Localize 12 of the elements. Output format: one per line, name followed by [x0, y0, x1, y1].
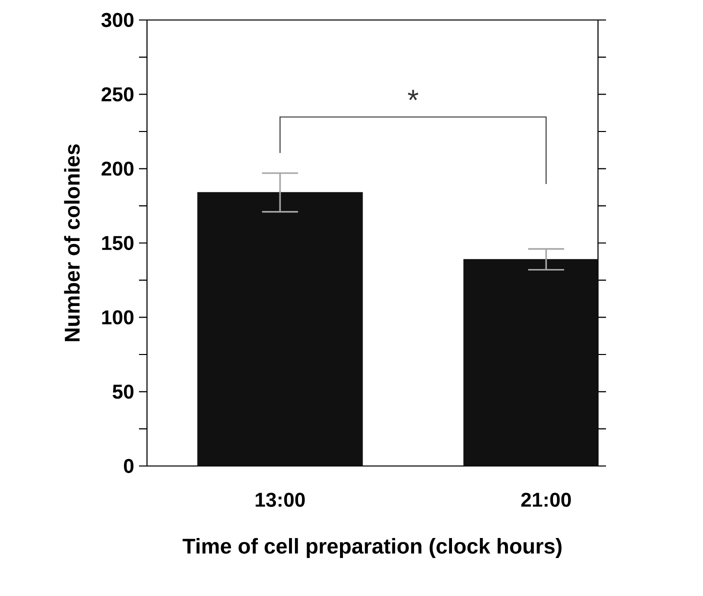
y-axis-title: Number of colonies: [64, 144, 80, 342]
y-tick-label: 50: [112, 384, 134, 399]
x-tick-label: 13:00: [256, 492, 305, 507]
y-tick-label: 200: [102, 162, 134, 176]
y-tick-label: 250: [102, 87, 134, 102]
annotation: *: [408, 90, 418, 100]
x-axis-title: Time of cell preparation (clock hours): [182, 538, 562, 558]
y-tick-label: 150: [102, 236, 134, 250]
y-tick-label: 300: [101, 12, 134, 28]
y-tick-label: 100: [102, 310, 134, 324]
x-tick-label: 21:00: [521, 492, 571, 507]
y-tick-label: 0: [124, 458, 134, 474]
